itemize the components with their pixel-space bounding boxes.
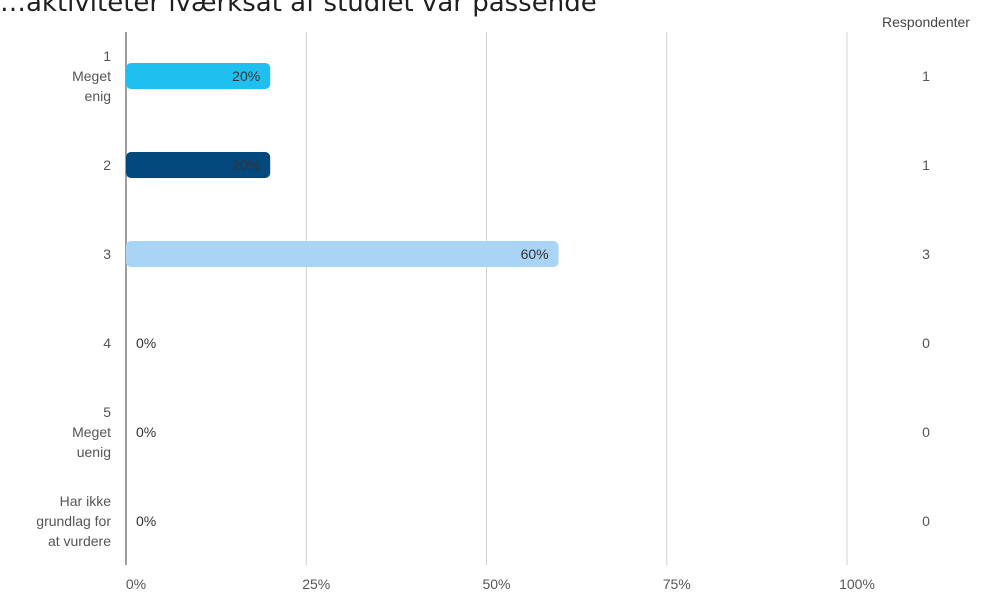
- category-label: 1: [103, 48, 111, 64]
- category-label: Meget: [72, 68, 111, 84]
- respondent-count: 1: [922, 157, 930, 173]
- category-label: enig: [85, 88, 111, 104]
- respondent-count: 3: [922, 246, 930, 262]
- respondent-count: 1: [922, 68, 930, 84]
- category-label: 4: [103, 335, 111, 351]
- x-tick-label: 75%: [663, 576, 691, 592]
- x-tick-label: 100%: [839, 576, 875, 592]
- category-label: 2: [103, 157, 111, 173]
- data-label: 0%: [136, 335, 156, 351]
- respondents-header: Respondenter: [882, 14, 970, 30]
- x-tick-label: 25%: [302, 576, 330, 592]
- respondent-count: 0: [922, 513, 930, 529]
- x-tick-label: 50%: [482, 576, 510, 592]
- chart-title: …aktiviteter iværksat af studiet var pas…: [0, 0, 597, 18]
- data-label: 20%: [232, 68, 260, 84]
- x-tick-label: 0%: [126, 576, 146, 592]
- data-label: 0%: [136, 513, 156, 529]
- category-label: 5: [103, 404, 111, 420]
- bar: [126, 63, 271, 89]
- data-label: 20%: [232, 157, 260, 173]
- bar: [126, 152, 271, 178]
- respondent-count: 0: [922, 335, 930, 351]
- data-label: 60%: [521, 246, 549, 262]
- bar: [126, 241, 559, 267]
- category-label: Meget: [72, 424, 111, 440]
- category-label: grundlag for: [36, 513, 111, 529]
- respondent-count: 0: [922, 424, 930, 440]
- data-label: 0%: [136, 424, 156, 440]
- category-label: at vurdere: [48, 533, 111, 549]
- category-label: 3: [103, 246, 111, 262]
- category-label: Har ikke: [60, 493, 112, 509]
- category-label: uenig: [77, 444, 111, 460]
